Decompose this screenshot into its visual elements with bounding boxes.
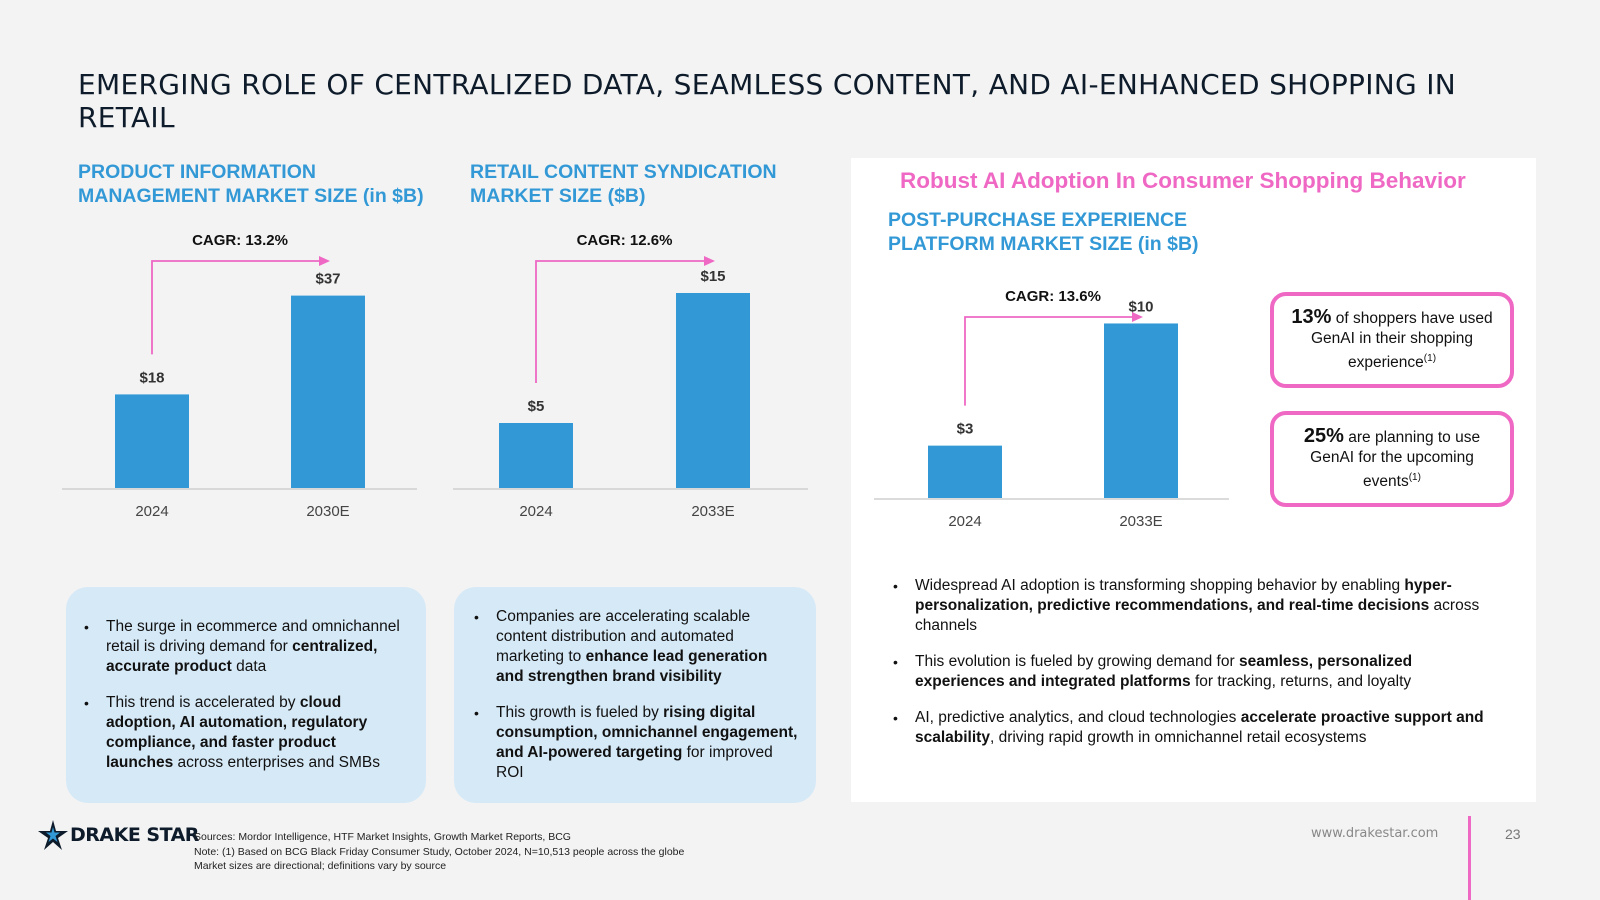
bullet-text: across enterprises and SMBs: [173, 754, 380, 771]
x-tick-label: 2024: [135, 503, 168, 520]
bullet-text: across channels: [915, 597, 1480, 634]
bullet-text: data: [231, 658, 267, 675]
callout-25-percent: 25% are planning to use GenAI for the up…: [1270, 411, 1514, 507]
bullet-item: This trend is accelerated by cloud adopt…: [84, 693, 406, 773]
cagr-label: CAGR: 13.6%: [1005, 288, 1101, 305]
x-tick-label: 2033E: [1119, 513, 1162, 530]
bar-2033E: [676, 293, 750, 488]
note-line: Note: (1) Based on BCG Black Friday Cons…: [194, 845, 685, 858]
footer-divider: [1468, 816, 1471, 900]
bullet-item: Widespread AI adoption is transforming s…: [893, 576, 1503, 636]
bullet-item: This evolution is fueled by growing dema…: [893, 652, 1503, 692]
pim-bullet-list: The surge in ecommerce and omnichannel r…: [84, 617, 406, 773]
website-link[interactable]: www.drakestar.com: [1311, 826, 1439, 841]
syndication-bullet-list: Companies are accelerating scalable cont…: [474, 607, 798, 783]
syndication-market-chart: $5 2024 $15 2033E CAGR: 12.6%: [453, 232, 808, 520]
bullet-text: This evolution is fueled by growing dema…: [915, 653, 1239, 670]
callout-25-value: 25%: [1303, 424, 1344, 447]
page-title: EMERGING ROLE OF CENTRALIZED DATA, SEAML…: [78, 68, 1457, 134]
bullet-text: The surge in ecommerce and omnichannel r…: [106, 618, 400, 655]
pim-market-chart: $18 2024 $37 2030E CAGR: 13.2%: [62, 232, 417, 520]
bullet-item: Companies are accelerating scalable cont…: [474, 607, 798, 687]
callout-13-desc: of shoppers have used GenAI in their sho…: [1311, 309, 1493, 372]
x-tick-label: 2024: [948, 513, 981, 530]
bullet-emphasis: centralized, accurate product: [106, 638, 378, 675]
bar-value-label: $10: [1128, 298, 1153, 315]
sources-note: Sources: Mordor Intelligence, HTF Market…: [194, 830, 684, 874]
bar-2030E: [291, 295, 365, 488]
x-tick-label: 2030E: [306, 503, 349, 520]
bar-value-label: $18: [139, 369, 164, 386]
cagr-arrow-head: [704, 256, 715, 266]
callout-13-percent: 13% of shoppers have used GenAI in their…: [1270, 292, 1514, 388]
drake-star-logo[interactable]: DRAKE STAR: [38, 820, 199, 850]
cagr-arrow-line: [535, 260, 705, 383]
bar-2033E: [1104, 323, 1178, 498]
star-icon: [38, 820, 68, 850]
cagr-label: CAGR: 12.6%: [577, 232, 673, 249]
bullet-text: This trend is accelerated by: [106, 694, 300, 711]
post-purchase-market-chart: $3 2024 $10 2033E CAGR: 13.6%: [874, 288, 1229, 530]
cagr-arrow-head: [319, 256, 330, 266]
logo-text: DRAKE STAR: [70, 824, 199, 846]
bullet-text: for tracking, returns, and loyalty: [1190, 673, 1412, 690]
bar-2024: [115, 394, 189, 488]
bullet-item: The surge in ecommerce and omnichannel r…: [84, 617, 406, 677]
bullet-emphasis: hyper-personalization, predictive recomm…: [915, 577, 1452, 614]
bullet-emphasis: seamless, personalized experiences and i…: [915, 653, 1413, 690]
syndication-bullets-box: Companies are accelerating scalable cont…: [454, 587, 816, 803]
bullet-item: This growth is fueled by rising digital …: [474, 703, 798, 783]
callout-13-value: 13%: [1291, 305, 1332, 328]
cagr-arrow-line: [964, 316, 1133, 406]
bullet-text: , driving rapid growth in omnichannel re…: [989, 729, 1367, 746]
pim-chart-title: PRODUCT INFORMATION MANAGEMENT MARKET SI…: [78, 161, 424, 207]
callout-25-footnote: (1): [1408, 471, 1421, 483]
ai-bullets: Widespread AI adoption is transforming s…: [893, 576, 1503, 764]
bar-value-label: $3: [957, 421, 974, 438]
bar-value-label: $15: [700, 268, 725, 285]
bar-value-label: $5: [528, 398, 545, 415]
bullet-text: This growth is fueled by: [496, 704, 664, 721]
callout-13-text: 13% of shoppers have used GenAI in their…: [1286, 307, 1498, 373]
bar-2024: [499, 423, 573, 488]
bullet-text: Widespread AI adoption is transforming s…: [915, 577, 1405, 594]
ai-bullet-list: Widespread AI adoption is transforming s…: [893, 576, 1503, 748]
sources-line: Sources: Mordor Intelligence, HTF Market…: [194, 831, 571, 843]
syndication-chart-title: RETAIL CONTENT SYNDICATION MARKET SIZE (…: [470, 161, 777, 207]
disclaimer-line: Market sizes are directional; definition…: [194, 860, 447, 872]
bullet-emphasis: enhance lead generation and strengthen b…: [496, 648, 768, 685]
bullet-emphasis: rising digital consumption, omnichannel …: [496, 704, 798, 761]
bullet-text: AI, predictive analytics, and cloud tech…: [915, 709, 1241, 726]
bar-2024: [928, 445, 1002, 498]
cagr-arrow-head: [1132, 312, 1143, 322]
bullet-text: Companies are accelerating scalable cont…: [496, 608, 751, 665]
x-tick-label: 2033E: [691, 503, 734, 520]
bullet-emphasis: accelerate proactive support and scalabi…: [915, 709, 1484, 746]
cagr-label: CAGR: 13.2%: [192, 232, 288, 249]
callout-25-desc: are planning to use GenAI for the upcomi…: [1310, 428, 1481, 491]
ai-adoption-heading: Robust AI Adoption In Consumer Shopping …: [900, 168, 1466, 193]
callout-25-text: 25% are planning to use GenAI for the up…: [1286, 426, 1498, 492]
cagr-arrow-line: [151, 260, 320, 355]
bar-value-label: $37: [315, 271, 340, 288]
pim-bullets-box: The surge in ecommerce and omnichannel r…: [66, 587, 426, 803]
x-tick-label: 2024: [519, 503, 552, 520]
bullet-emphasis: cloud adoption, AI automation, regulator…: [106, 694, 368, 771]
page-number: 23: [1505, 826, 1521, 842]
post-purchase-chart-title: POST-PURCHASE EXPERIENCE PLATFORM MARKET…: [888, 209, 1199, 255]
bullet-item: AI, predictive analytics, and cloud tech…: [893, 708, 1503, 748]
callout-13-footnote: (1): [1423, 352, 1437, 364]
bullet-text: for improved ROI: [496, 744, 773, 781]
